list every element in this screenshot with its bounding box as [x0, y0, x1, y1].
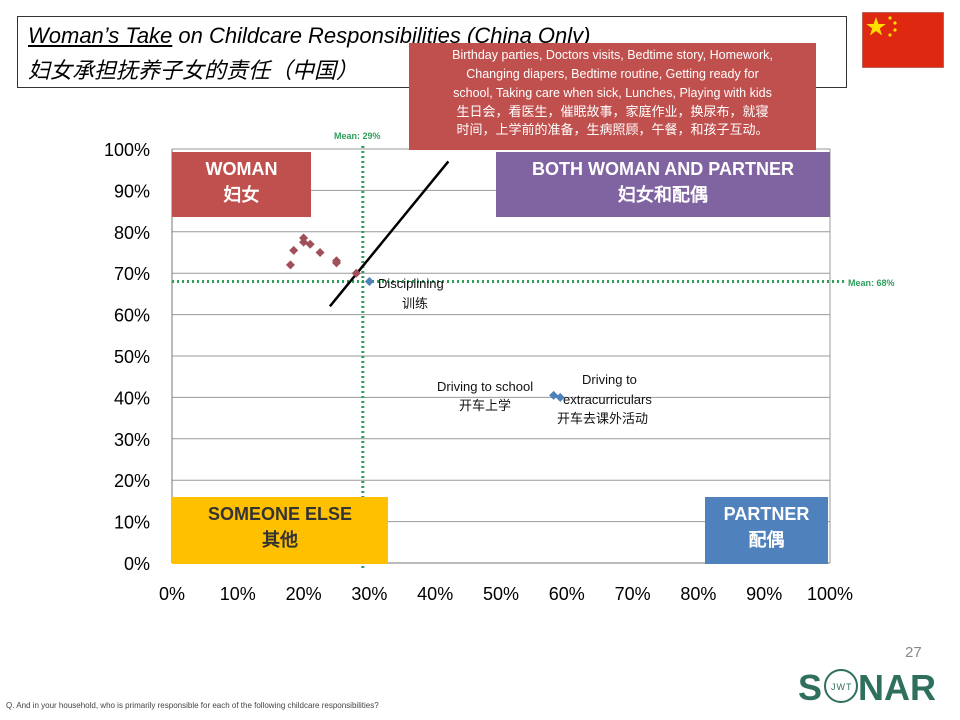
quadrant-someone-else: SOMEONE ELSE 其他 [172, 497, 388, 564]
tick-labels: 0% 10% 20% 30% 40% 50% 60% 70% 80% 90% 100% 0% 10% 20… [104, 140, 853, 604]
title-chinese: 妇女承担抚养子女的责任（中国） [28, 58, 359, 83]
y-tick-label: 10% [114, 513, 150, 533]
annotation-school-en: Driving to school [437, 379, 533, 394]
data-point-red [289, 245, 299, 255]
y-tick-label: 90% [114, 181, 150, 201]
y-tick-label: 80% [114, 223, 150, 243]
data-point-blue [555, 392, 565, 402]
quadrant-both: BOTH WOMAN AND PARTNER 妇女和配偶 [496, 152, 830, 217]
callout-line-3: school, Taking care when sick, Lunches, … [453, 86, 772, 100]
title-english: Woman’s Take on Childcare Responsibiliti… [28, 23, 590, 49]
y-tick-label: 70% [114, 264, 150, 284]
mean-y-label: Mean: 68% [848, 278, 895, 288]
callout-line-2: Changing diapers, Bedtime routine, Getti… [466, 67, 759, 81]
data-point-blue [549, 390, 559, 400]
data-point-red [351, 268, 361, 278]
data-points [285, 233, 565, 402]
quadrant-both-zh: 妇女和配偶 [618, 185, 708, 205]
y-tick-label: 100% [104, 140, 150, 160]
annotation-extra-en2: extracurriculars [563, 392, 652, 407]
logo-sub: JWT [831, 682, 853, 692]
quadrant-woman-en: WOMAN [205, 159, 278, 179]
x-tick-label: 20% [286, 584, 322, 604]
callout-zh-2: 时间，上学前的准备，生病照顾，午餐，和孩子互动。 [456, 122, 769, 137]
trendline-segment [328, 160, 450, 308]
quadrant-both-en: BOTH WOMAN AND PARTNER [532, 159, 794, 179]
y-tick-label: 20% [114, 471, 150, 491]
annotations: Disciplining 训练 Driving to school 开车上学 D… [334, 131, 895, 427]
sonar-logo: S JWT NAR [798, 667, 936, 706]
logo-ring-icon [824, 669, 858, 703]
quadrant-partner: PARTNER 配偶 [705, 497, 828, 564]
x-tick-label: 70% [615, 584, 651, 604]
annotation-disciplining-zh: 训练 [402, 297, 428, 312]
data-point-red [305, 239, 315, 249]
activities-callout: Birthday parties, Doctors visits, Bedtim… [409, 43, 816, 150]
annotation-school-zh: 开车上学 [459, 398, 511, 414]
x-tick-label: 0% [159, 584, 185, 604]
data-point-blue [364, 276, 374, 286]
data-point-red [332, 258, 341, 268]
quadrant-partner-en: PARTNER [723, 504, 810, 524]
x-tick-label: 50% [483, 584, 519, 604]
quadrant-someone-else-zh: 其他 [262, 530, 298, 550]
annotation-extra-en: Driving to [582, 372, 637, 387]
trendline [328, 160, 450, 308]
page-number: 27 [905, 644, 922, 661]
title-prefix: Woman’s Take [28, 23, 173, 48]
data-point-red [285, 260, 295, 270]
data-point-red [315, 248, 325, 257]
china-flag-icon [862, 12, 944, 68]
footnote: Q. And in your household, who is primari… [6, 701, 379, 710]
y-tick-label: 60% [114, 306, 150, 326]
x-tick-label: 30% [351, 584, 387, 604]
logo-nar: NAR [858, 667, 936, 706]
x-tick-label: 90% [746, 584, 782, 604]
callout-zh-1: 生日会，看医生，催眠故事，家庭作业，换尿布，就寝 [456, 104, 769, 119]
quadrant-partner-zh: 配偶 [748, 530, 785, 550]
annotation-disciplining-en: Disciplining [378, 276, 444, 291]
data-point-red [299, 233, 309, 243]
logo-letter-s: S [798, 667, 822, 706]
x-tick-label: 60% [549, 584, 585, 604]
x-tick-label: 80% [680, 584, 716, 604]
y-tick-label: 30% [114, 430, 150, 450]
y-tick-label: 40% [114, 388, 150, 408]
y-tick-label: 0% [124, 554, 150, 574]
quadrant-woman-zh: 妇女 [223, 185, 260, 205]
mean-x-label: Mean: 29% [334, 131, 381, 141]
x-tick-label: 10% [220, 584, 256, 604]
x-tick-label: 40% [417, 584, 453, 604]
title-box: Woman’s Take on Childcare Responsibiliti… [17, 16, 847, 88]
y-tick-label: 50% [114, 347, 150, 367]
quadrant-woman: WOMAN 妇女 [172, 152, 311, 217]
annotation-extra-zh: 开车去课外活动 [557, 411, 648, 427]
quadrant-someone-else-en: SOMEONE ELSE [207, 504, 353, 524]
x-tick-label: 100% [807, 584, 853, 604]
callout-line-1: Birthday parties, Doctors visits, Bedtim… [452, 48, 773, 62]
